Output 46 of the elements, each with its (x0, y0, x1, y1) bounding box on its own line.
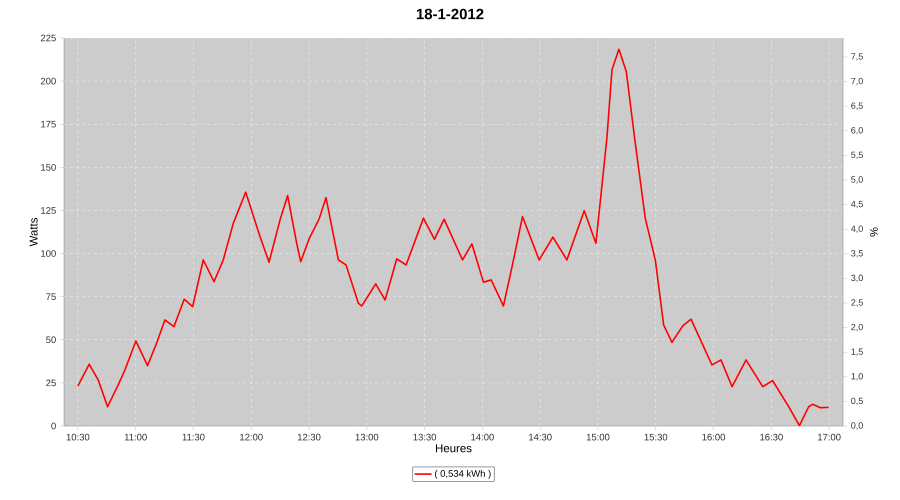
y2-tick-label: 0,5 (851, 398, 863, 406)
y2-tick-label: 6,5 (851, 102, 863, 110)
chart-title: 18-1-2012 (416, 8, 484, 20)
x-tick-label: 12:30 (298, 434, 320, 440)
y2-tick-label: 3,0 (851, 274, 863, 282)
y2-axis-title: % (870, 228, 878, 236)
x-tick-label: 14:00 (471, 434, 494, 440)
x-tick-label: 16:00 (702, 434, 726, 440)
y-tick-label: 175 (41, 120, 56, 128)
y-tick-label: 225 (40, 34, 56, 42)
y-tick-label: 100 (41, 250, 56, 257)
legend-label: ( 0,534 kWh ) (435, 470, 491, 479)
y-axis-title: Watts (30, 218, 38, 246)
x-tick-label: 17:00 (818, 434, 841, 440)
y-tick-label: 150 (41, 164, 56, 171)
y-tick-label: 0 (51, 422, 56, 430)
y-tick-label: 200 (40, 78, 56, 84)
y2-tick-label: 1,0 (851, 373, 863, 380)
line-series (77, 48, 830, 426)
x-tick-label: 13:30 (413, 434, 436, 440)
x-tick-label: 12:00 (240, 434, 263, 440)
y-tick-label: 75 (46, 293, 56, 300)
y2-tick-label: 2,5 (851, 299, 863, 307)
y2-tick-label: 1,5 (851, 348, 863, 356)
y-tick-label: 50 (46, 336, 56, 344)
y-tick-label: 125 (41, 207, 56, 214)
x-tick-label: 11:30 (182, 434, 205, 440)
y2-tick-label: 4,0 (851, 225, 863, 233)
y-tick-label: 25 (46, 380, 56, 386)
y2-tick-label: 2,0 (851, 324, 863, 332)
x-tick-label: 11:00 (124, 434, 147, 440)
y2-tick-label: 5,5 (851, 152, 863, 160)
y2-tick-label: 7,0 (851, 78, 863, 86)
y2-tick-label: 7,5 (851, 53, 863, 61)
x-axis-title: Heures (436, 444, 472, 452)
y2-tick-label: 0,0 (851, 422, 863, 430)
x-tick-label: 10:30 (66, 434, 90, 440)
x-tick-label: 16:30 (760, 434, 783, 440)
x-tick-label: 15:30 (644, 434, 668, 440)
y2-tick-label: 4,5 (851, 200, 863, 208)
x-tick-label: 13:00 (356, 434, 378, 440)
y2-tick-label: 5,0 (851, 176, 863, 184)
x-tick-label: 14:30 (529, 434, 552, 440)
y2-tick-label: 3,5 (851, 250, 863, 258)
x-tick-label: 15:00 (586, 434, 610, 440)
y2-tick-label: 6,0 (851, 127, 863, 134)
